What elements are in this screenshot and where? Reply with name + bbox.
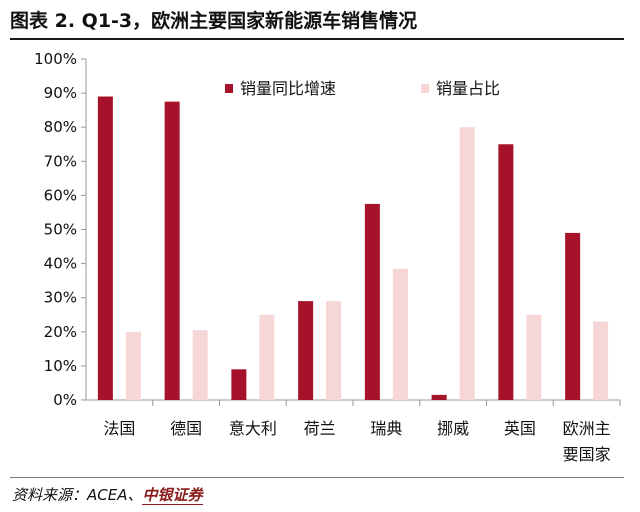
legend-label: 销量占比 bbox=[436, 79, 500, 98]
legend-swatch bbox=[421, 84, 429, 93]
growth-bar bbox=[298, 301, 314, 400]
growth-bar bbox=[364, 203, 380, 400]
y-tick-label: 0% bbox=[53, 391, 77, 409]
source-org: 中银证券 bbox=[142, 486, 203, 505]
legend-swatch bbox=[225, 84, 233, 93]
source-divider bbox=[10, 477, 624, 478]
y-tick-label: 60% bbox=[44, 186, 77, 204]
x-category-label: 德国 bbox=[170, 419, 202, 438]
share-bar bbox=[326, 301, 342, 400]
growth-bar bbox=[231, 369, 247, 400]
y-tick-label: 80% bbox=[44, 118, 77, 136]
share-bar bbox=[526, 314, 542, 400]
share-bar bbox=[459, 127, 475, 400]
x-category-label: 挪威 bbox=[437, 419, 469, 438]
growth-bar bbox=[97, 96, 113, 400]
y-tick-label: 10% bbox=[44, 357, 77, 375]
y-tick-label: 30% bbox=[44, 289, 77, 307]
y-tick-label: 90% bbox=[44, 84, 77, 102]
title-divider bbox=[10, 38, 624, 40]
y-tick-label: 40% bbox=[44, 255, 77, 273]
growth-bar bbox=[431, 394, 447, 400]
share-bar bbox=[593, 321, 609, 400]
x-category-label: 法国 bbox=[103, 419, 135, 438]
y-tick-label: 20% bbox=[44, 323, 77, 341]
growth-bar bbox=[565, 232, 581, 400]
share-bar bbox=[259, 314, 275, 400]
share-bar bbox=[125, 331, 141, 400]
y-tick-label: 50% bbox=[44, 221, 77, 239]
growth-bar bbox=[164, 101, 180, 400]
y-tick-label: 100% bbox=[34, 50, 77, 68]
x-category-label: 意大利 bbox=[229, 419, 277, 438]
source-note: 资料来源：ACEA、中银证券 bbox=[12, 484, 203, 505]
y-tick-label: 70% bbox=[44, 152, 77, 170]
x-category-label: 欧洲主 bbox=[563, 419, 611, 438]
x-category-label: 要国家 bbox=[563, 445, 611, 464]
share-bar bbox=[392, 268, 408, 400]
growth-bar bbox=[498, 144, 514, 400]
x-category-label: 瑞典 bbox=[370, 419, 402, 438]
x-category-label: 英国 bbox=[504, 419, 536, 438]
source-prefix: 资料来源：ACEA、 bbox=[12, 486, 143, 504]
x-category-label: 荷兰 bbox=[304, 419, 336, 438]
chart-title: 图表 2. Q1-3，欧洲主要国家新能源车销售情况 bbox=[10, 10, 418, 32]
share-bar bbox=[192, 330, 208, 400]
legend-label: 销量同比增速 bbox=[240, 79, 336, 98]
